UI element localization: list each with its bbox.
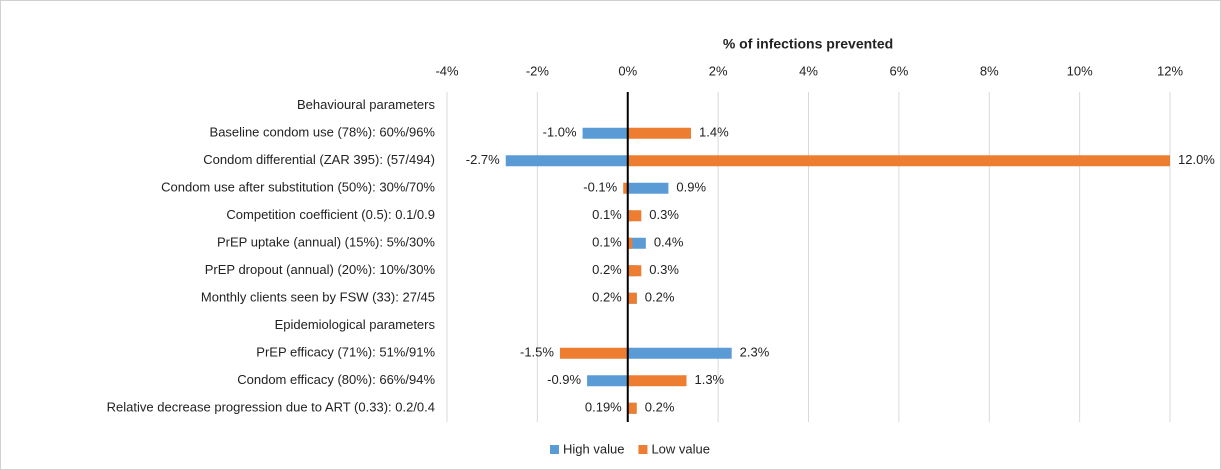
legend-label: High value [563, 441, 624, 456]
value-label: 12.0% [1178, 152, 1215, 167]
category-label: Condom use after substitution (50%): 30%… [161, 180, 435, 195]
axis-title: % of infections prevented [723, 36, 893, 52]
category-label: Competition coefficient (0.5): 0.1/0.9 [226, 207, 435, 222]
value-label: 0.2% [592, 290, 622, 305]
bar [505, 155, 628, 167]
bar [627, 237, 633, 249]
bar [627, 402, 637, 414]
x-tick-label: 6% [889, 63, 908, 78]
value-label: 1.3% [694, 372, 724, 387]
bar [627, 127, 692, 139]
value-label: 0.1% [592, 235, 622, 250]
bar [587, 375, 628, 387]
category-label: Relative decrease progression due to ART… [107, 400, 435, 415]
value-label: -0.1% [583, 180, 617, 195]
bar [627, 237, 646, 249]
value-label: 0.3% [649, 262, 679, 277]
x-tick-label: 0% [618, 63, 637, 78]
x-tick-label: 10% [1067, 63, 1093, 78]
value-label: 1.4% [699, 125, 729, 140]
category-label: Epidemiological parameters [275, 317, 436, 332]
value-label: 0.9% [676, 180, 706, 195]
category-label: Condom efficacy (80%): 66%/94% [237, 372, 435, 387]
x-tick-label: 4% [799, 63, 818, 78]
category-label: PrEP efficacy (71%): 51%/91% [256, 345, 435, 360]
x-tick-label: -2% [526, 63, 550, 78]
bar [627, 210, 642, 222]
value-label: -0.9% [547, 372, 581, 387]
value-label: 0.3% [649, 207, 679, 222]
value-label: 0.2% [645, 400, 675, 415]
bar [627, 375, 687, 387]
category-label: Baseline condom use (78%): 60%/96% [210, 125, 436, 140]
bar [559, 347, 628, 359]
legend-swatch [550, 445, 559, 454]
value-label: 0.1% [592, 207, 622, 222]
value-label: -1.0% [543, 125, 577, 140]
x-tick-label: 12% [1157, 63, 1183, 78]
bar [627, 155, 1170, 167]
x-tick-label: 8% [980, 63, 999, 78]
legend-label: Low value [651, 441, 710, 456]
value-label: 0.4% [654, 235, 684, 250]
bar [627, 292, 637, 304]
category-label: Monthly clients seen by FSW (33): 27/45 [201, 290, 435, 305]
value-label: -2.7% [466, 152, 500, 167]
bar [627, 182, 669, 194]
value-label: 0.2% [592, 262, 622, 277]
x-tick-label: -4% [435, 63, 459, 78]
bar [582, 127, 628, 139]
bar [623, 182, 628, 194]
category-label: PrEP dropout (annual) (20%): 10%/30% [205, 262, 436, 277]
value-label: 2.3% [740, 345, 770, 360]
category-label: Condom differential (ZAR 395): (57/494) [203, 152, 435, 167]
value-label: 0.19% [585, 400, 622, 415]
category-label: Behavioural parameters [297, 97, 436, 112]
category-label: PrEP uptake (annual) (15%): 5%/30% [217, 235, 435, 250]
bar [627, 347, 732, 359]
x-tick-label: 2% [709, 63, 728, 78]
legend-swatch [638, 445, 648, 454]
bar [627, 265, 642, 277]
value-label: -1.5% [520, 345, 554, 360]
value-label: 0.2% [645, 290, 675, 305]
